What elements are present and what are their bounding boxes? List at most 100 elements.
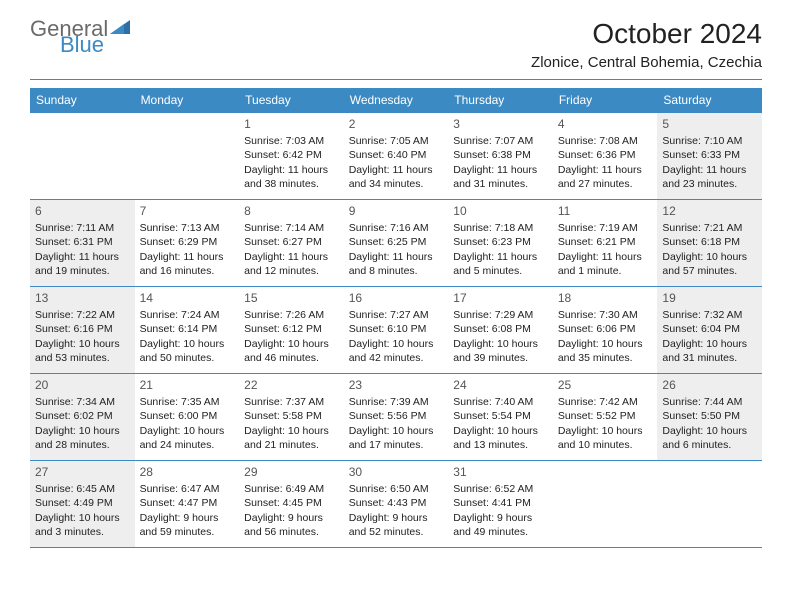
sunset-text: Sunset: 6:18 PM xyxy=(662,235,757,249)
day-number: 10 xyxy=(453,203,548,219)
day-number: 25 xyxy=(558,377,653,393)
day-cell: 28Sunrise: 6:47 AMSunset: 4:47 PMDayligh… xyxy=(135,461,240,547)
day-cell xyxy=(553,461,658,547)
sunrise-text: Sunrise: 7:40 AM xyxy=(453,395,548,409)
day-number: 22 xyxy=(244,377,339,393)
day-number: 31 xyxy=(453,464,548,480)
day-number: 14 xyxy=(140,290,235,306)
daylight-text: Daylight: 10 hours and 21 minutes. xyxy=(244,424,339,452)
day-cell: 31Sunrise: 6:52 AMSunset: 4:41 PMDayligh… xyxy=(448,461,553,547)
sunset-text: Sunset: 4:43 PM xyxy=(349,496,444,510)
daylight-text: Daylight: 10 hours and 13 minutes. xyxy=(453,424,548,452)
day-number: 2 xyxy=(349,116,444,132)
sunset-text: Sunset: 6:25 PM xyxy=(349,235,444,249)
sunset-text: Sunset: 6:08 PM xyxy=(453,322,548,336)
day-header: Sunday xyxy=(30,88,135,112)
day-cell: 4Sunrise: 7:08 AMSunset: 6:36 PMDaylight… xyxy=(553,113,658,199)
day-cell: 9Sunrise: 7:16 AMSunset: 6:25 PMDaylight… xyxy=(344,200,449,286)
sunset-text: Sunset: 6:40 PM xyxy=(349,148,444,162)
day-cell: 5Sunrise: 7:10 AMSunset: 6:33 PMDaylight… xyxy=(657,113,762,199)
sunset-text: Sunset: 6:42 PM xyxy=(244,148,339,162)
day-number: 24 xyxy=(453,377,548,393)
daylight-text: Daylight: 11 hours and 34 minutes. xyxy=(349,163,444,191)
sunset-text: Sunset: 6:10 PM xyxy=(349,322,444,336)
day-cell: 18Sunrise: 7:30 AMSunset: 6:06 PMDayligh… xyxy=(553,287,658,373)
day-header: Thursday xyxy=(448,88,553,112)
daylight-text: Daylight: 10 hours and 3 minutes. xyxy=(35,511,130,539)
sunset-text: Sunset: 6:04 PM xyxy=(662,322,757,336)
sunset-text: Sunset: 6:38 PM xyxy=(453,148,548,162)
day-header: Tuesday xyxy=(239,88,344,112)
day-cell: 25Sunrise: 7:42 AMSunset: 5:52 PMDayligh… xyxy=(553,374,658,460)
day-number: 20 xyxy=(35,377,130,393)
sunrise-text: Sunrise: 7:13 AM xyxy=(140,221,235,235)
top-rule xyxy=(30,79,762,80)
day-number: 12 xyxy=(662,203,757,219)
day-header: Friday xyxy=(553,88,658,112)
daylight-text: Daylight: 10 hours and 31 minutes. xyxy=(662,337,757,365)
day-number: 8 xyxy=(244,203,339,219)
day-number: 6 xyxy=(35,203,130,219)
week-row: 6Sunrise: 7:11 AMSunset: 6:31 PMDaylight… xyxy=(30,199,762,286)
sunset-text: Sunset: 6:16 PM xyxy=(35,322,130,336)
day-header: Monday xyxy=(135,88,240,112)
week-row: 1Sunrise: 7:03 AMSunset: 6:42 PMDaylight… xyxy=(30,112,762,199)
brand-logo: General Blue xyxy=(30,18,132,56)
sunset-text: Sunset: 6:12 PM xyxy=(244,322,339,336)
daylight-text: Daylight: 10 hours and 39 minutes. xyxy=(453,337,548,365)
daylight-text: Daylight: 10 hours and 57 minutes. xyxy=(662,250,757,278)
daylight-text: Daylight: 11 hours and 38 minutes. xyxy=(244,163,339,191)
sunrise-text: Sunrise: 7:10 AM xyxy=(662,134,757,148)
day-cell: 21Sunrise: 7:35 AMSunset: 6:00 PMDayligh… xyxy=(135,374,240,460)
sunrise-text: Sunrise: 7:39 AM xyxy=(349,395,444,409)
daylight-text: Daylight: 9 hours and 49 minutes. xyxy=(453,511,548,539)
daylight-text: Daylight: 10 hours and 24 minutes. xyxy=(140,424,235,452)
sunset-text: Sunset: 4:47 PM xyxy=(140,496,235,510)
brand-text: General Blue xyxy=(30,18,132,56)
day-cell: 12Sunrise: 7:21 AMSunset: 6:18 PMDayligh… xyxy=(657,200,762,286)
day-header: Wednesday xyxy=(344,88,449,112)
day-cell: 19Sunrise: 7:32 AMSunset: 6:04 PMDayligh… xyxy=(657,287,762,373)
day-cell: 15 Sunrise: 7:26 AMSunset: 6:12 PMDayligh… xyxy=(239,287,344,373)
brand-word-2: Blue xyxy=(60,34,132,56)
sunrise-text: Sunrise: 7:35 AM xyxy=(140,395,235,409)
sunset-text: Sunset: 6:02 PM xyxy=(35,409,130,423)
sunrise-text: Sunrise: 7:44 AM xyxy=(662,395,757,409)
day-cell: 3Sunrise: 7:07 AMSunset: 6:38 PMDaylight… xyxy=(448,113,553,199)
calendar: Sunday Monday Tuesday Wednesday Thursday… xyxy=(30,88,762,548)
day-number: 28 xyxy=(140,464,235,480)
sunrise-text: Sunrise: 6:52 AM xyxy=(453,482,548,496)
day-cell: 2Sunrise: 7:05 AMSunset: 6:40 PMDaylight… xyxy=(344,113,449,199)
daylight-text: Daylight: 11 hours and 19 minutes. xyxy=(35,250,130,278)
day-cell: 24Sunrise: 7:40 AMSunset: 5:54 PMDayligh… xyxy=(448,374,553,460)
sunrise-text: Sunrise: 6:49 AM xyxy=(244,482,339,496)
day-number: 7 xyxy=(140,203,235,219)
sunrise-text: Sunrise: 7:26 AM xyxy=(244,308,339,322)
daylight-text: Daylight: 10 hours and 46 minutes. xyxy=(244,337,339,365)
sunrise-text: Sunrise: 7:03 AM xyxy=(244,134,339,148)
day-number: 29 xyxy=(244,464,339,480)
sunset-text: Sunset: 4:49 PM xyxy=(35,496,130,510)
day-cell: 23Sunrise: 7:39 AMSunset: 5:56 PMDayligh… xyxy=(344,374,449,460)
day-cell: 29Sunrise: 6:49 AMSunset: 4:45 PMDayligh… xyxy=(239,461,344,547)
sunrise-text: Sunrise: 7:11 AM xyxy=(35,221,130,235)
daylight-text: Daylight: 11 hours and 27 minutes. xyxy=(558,163,653,191)
sunset-text: Sunset: 6:36 PM xyxy=(558,148,653,162)
day-cell: 16Sunrise: 7:27 AMSunset: 6:10 PMDayligh… xyxy=(344,287,449,373)
day-cell: 14Sunrise: 7:24 AMSunset: 6:14 PMDayligh… xyxy=(135,287,240,373)
daylight-text: Daylight: 10 hours and 28 minutes. xyxy=(35,424,130,452)
sunrise-text: Sunrise: 7:19 AM xyxy=(558,221,653,235)
day-number: 15 xyxy=(244,290,339,306)
day-header-row: Sunday Monday Tuesday Wednesday Thursday… xyxy=(30,88,762,112)
day-number: 21 xyxy=(140,377,235,393)
day-cell: 13Sunrise: 7:22 AMSunset: 6:16 PMDayligh… xyxy=(30,287,135,373)
day-cell: 26Sunrise: 7:44 AMSunset: 5:50 PMDayligh… xyxy=(657,374,762,460)
sunset-text: Sunset: 5:50 PM xyxy=(662,409,757,423)
sunrise-text: Sunrise: 7:30 AM xyxy=(558,308,653,322)
daylight-text: Daylight: 11 hours and 12 minutes. xyxy=(244,250,339,278)
day-cell: 1Sunrise: 7:03 AMSunset: 6:42 PMDaylight… xyxy=(239,113,344,199)
sunrise-text: Sunrise: 7:22 AM xyxy=(35,308,130,322)
sunrise-text: Sunrise: 6:45 AM xyxy=(35,482,130,496)
day-cell: 22Sunrise: 7:37 AMSunset: 5:58 PMDayligh… xyxy=(239,374,344,460)
sunset-text: Sunset: 6:06 PM xyxy=(558,322,653,336)
